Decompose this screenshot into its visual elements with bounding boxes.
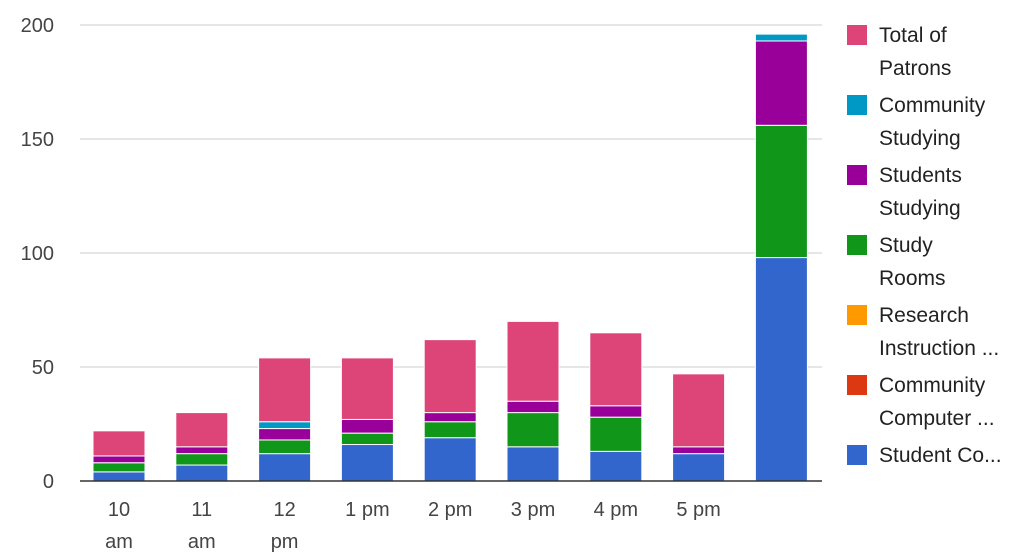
bar-segment	[672, 446, 726, 455]
bar-segment	[423, 339, 477, 414]
legend-swatch	[847, 25, 867, 45]
bar-segment	[506, 400, 560, 414]
legend-label: Instruction ...	[879, 337, 999, 360]
bar-segment	[754, 124, 808, 259]
bar-segment	[672, 373, 726, 448]
bar-segment	[589, 416, 643, 452]
y-tick-label: 200	[21, 15, 54, 37]
bar-segment	[258, 357, 312, 423]
bar-segment	[589, 405, 643, 418]
x-tick-label: am	[188, 531, 216, 553]
legend-label: Studying	[879, 127, 961, 150]
bar-segment	[92, 462, 146, 473]
y-tick-label: 100	[21, 243, 54, 265]
x-tick-label: am	[105, 531, 133, 553]
legend-label: Study	[879, 234, 933, 257]
legend-swatch	[847, 165, 867, 185]
bar-segment	[92, 455, 146, 464]
legend-label: Patrons	[879, 57, 951, 80]
legend-swatch	[847, 375, 867, 395]
y-axis-ticks: 0 50 100 150 200	[21, 15, 54, 493]
bar-segment	[423, 412, 477, 423]
bar-segment	[92, 471, 146, 482]
bar-segment	[258, 453, 312, 482]
bar-segment	[175, 446, 229, 455]
legend-swatch	[847, 445, 867, 465]
bar-segment	[423, 421, 477, 439]
bar-segment	[175, 464, 229, 482]
bar-segment	[92, 430, 146, 457]
bar-segment	[754, 40, 808, 126]
x-tick-label: 3 pm	[511, 499, 555, 521]
legend-label: Community	[879, 374, 986, 397]
legend-label: Studying	[879, 197, 961, 220]
bar-segment	[175, 453, 229, 466]
legend-label: Research	[879, 304, 969, 327]
y-tick-label: 50	[32, 357, 54, 379]
bar-segment	[506, 320, 560, 402]
bar-segment	[258, 421, 312, 430]
legend-swatch	[847, 305, 867, 325]
x-tick-label: 5 pm	[676, 499, 720, 521]
bars	[92, 33, 808, 482]
bar-segment	[754, 33, 808, 42]
legend-label: Computer ...	[879, 407, 995, 430]
x-tick-label: 1 pm	[345, 499, 389, 521]
bar-segment	[672, 453, 726, 482]
x-axis-ticks: 10 am 11 am 12 pm 1 pm 2 pm 3 pm 4 pm 5 pm	[105, 499, 721, 553]
bar-segment	[175, 412, 229, 448]
legend-label: Rooms	[879, 267, 946, 290]
legend-swatch	[847, 95, 867, 115]
bar-segment	[589, 450, 643, 482]
bar-segment	[423, 437, 477, 482]
x-tick-label: 10	[108, 499, 130, 521]
legend-label: Total of	[879, 24, 947, 47]
bar-segment	[506, 446, 560, 482]
bar-segment	[589, 332, 643, 407]
x-tick-label: pm	[271, 531, 299, 553]
bar-segment	[258, 439, 312, 455]
x-tick-label: 2 pm	[428, 499, 472, 521]
bar-segment	[340, 418, 394, 434]
bar-segment	[340, 357, 394, 420]
x-tick-label: 4 pm	[594, 499, 638, 521]
y-tick-label: 0	[43, 471, 54, 493]
bar-segment	[258, 428, 312, 441]
bar-segment	[506, 412, 560, 448]
legend-swatch	[847, 235, 867, 255]
bar-segment	[754, 257, 808, 482]
bar-segment	[340, 444, 394, 482]
x-tick-label: 12	[273, 499, 295, 521]
legend: Total of Patrons Community Studying Students…	[847, 24, 1002, 467]
bar-segment	[340, 432, 394, 446]
legend-label: Student Co...	[879, 444, 1002, 467]
x-tick-label: 11	[191, 499, 212, 521]
gridlines	[80, 24, 822, 368]
y-tick-label: 150	[21, 129, 54, 151]
legend-label: Students	[879, 164, 962, 187]
legend-label: Community	[879, 94, 986, 117]
